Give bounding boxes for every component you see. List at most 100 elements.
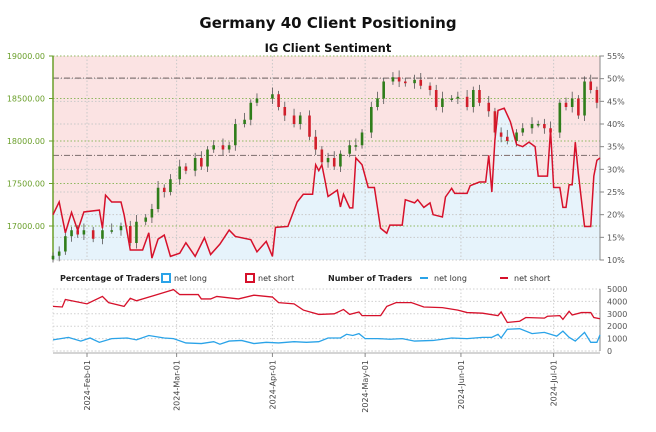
candle-body [505,136,509,141]
net-long-area [53,108,600,260]
candle-body [419,79,423,86]
candle-body [376,98,379,107]
candle-body [404,81,407,84]
count-tick-label: 2000 [607,322,627,331]
candle-body [370,107,373,133]
candle-body [234,124,237,146]
candle-body [577,98,580,116]
candle-body [110,230,114,232]
price-tick-label: 17000.00 [7,222,45,231]
candle-body [57,251,61,256]
legend-pct-label: Percentage of Traders [60,274,160,283]
candle-body [354,145,358,147]
legend-net-short-num: net short [514,274,550,283]
candle-body [292,115,296,124]
candle-body [536,124,540,126]
candle-body [119,226,123,231]
candle-body [308,115,311,137]
candle-body [441,98,444,107]
candle-body [277,94,280,107]
pct-tick-label: 50% [607,75,625,84]
candle-body [456,96,460,99]
count-tick-label: 3000 [607,310,627,319]
candle-body [382,81,385,99]
date-tick-label: 2024-Apr-01 [268,360,277,409]
price-tick-label: 18500.00 [7,95,45,104]
count-tick-label: 0 [607,347,612,356]
candle-body [298,115,302,124]
price-tick-label: 19000.00 [7,52,45,61]
candle-body [82,230,86,235]
candle-body [499,132,503,137]
net-long-count-line [52,328,601,345]
candle-body [515,132,518,141]
candle-body [332,158,336,167]
candle-body [530,124,534,129]
date-tick-label: 2024-Feb-01 [83,360,92,410]
candle-body [101,230,104,239]
candle-body [283,107,287,116]
candle-body [271,94,274,99]
count-tick-label: 1000 [607,335,627,344]
candle-body [51,255,55,260]
candle-body [70,230,73,237]
legend-net-long-pct: net long [174,274,207,283]
candle-body [156,187,160,209]
date-tick-label: 2024-Jul-01 [550,360,559,406]
candle-body [150,209,154,218]
candle-body [583,81,586,116]
price-tick-label: 18000.00 [7,137,45,146]
candle-body [570,98,574,107]
date-tick-label: 2024-Mar-01 [173,360,182,411]
pct-tick-label: 30% [607,165,625,174]
candle-body [434,90,438,107]
candle-body [478,90,481,103]
candle-body [320,149,324,163]
candle-body [227,145,231,150]
candle-body [493,111,497,133]
legend-net-long-swatch [161,273,171,283]
chart-subtitle: IG Client Sentiment [265,41,392,55]
candle-body [450,98,453,100]
candle-body [169,179,172,192]
candle-body [348,145,351,154]
legend-net-short-swatch [245,273,255,283]
candle-body [413,79,416,84]
candle-body [465,96,469,107]
candle-body [64,236,67,252]
date-tick-label: 2024-May-01 [361,360,370,413]
net-short-count-line [52,288,601,324]
legend-net-short-pct: net short [258,274,294,283]
pct-tick-label: 20% [607,211,625,220]
count-tick-label: 4000 [607,297,627,306]
candle-body [339,153,342,167]
pct-tick-label: 55% [607,52,625,61]
traders-plot-frame [52,288,601,352]
candle-body [221,145,225,150]
candle-body [212,145,216,150]
legend-num-label: Number of Traders [328,274,412,283]
pct-tick-label: 45% [607,97,625,106]
count-tick-label: 5000 [607,285,627,294]
legend: Percentage of Traders net long net short… [60,273,550,283]
candle-body [428,85,432,90]
candle-body [200,158,203,167]
candle-body [135,221,138,243]
main-plot: 10% 15% 20% 25% 30% 35% 40% 45% 50% 55% 17000.00 17… [7,52,625,265]
date-tick-label: 2024-Jun-01 [457,360,466,409]
candle-body [589,81,593,90]
candle-body [558,102,562,133]
price-tick-label: 17500.00 [7,180,45,189]
legend-net-long-num: net long [434,274,467,283]
candle-body [360,132,364,146]
pct-tick-label: 15% [607,233,625,242]
candle-body [326,158,330,163]
pct-tick-label: 25% [607,188,625,197]
pct-tick-label: 10% [607,256,625,265]
candle-body [487,102,491,112]
candle-body [128,226,132,243]
candle-body [193,158,197,171]
candle-body [471,90,475,107]
candle-body [184,166,188,171]
candle-body [255,98,259,103]
